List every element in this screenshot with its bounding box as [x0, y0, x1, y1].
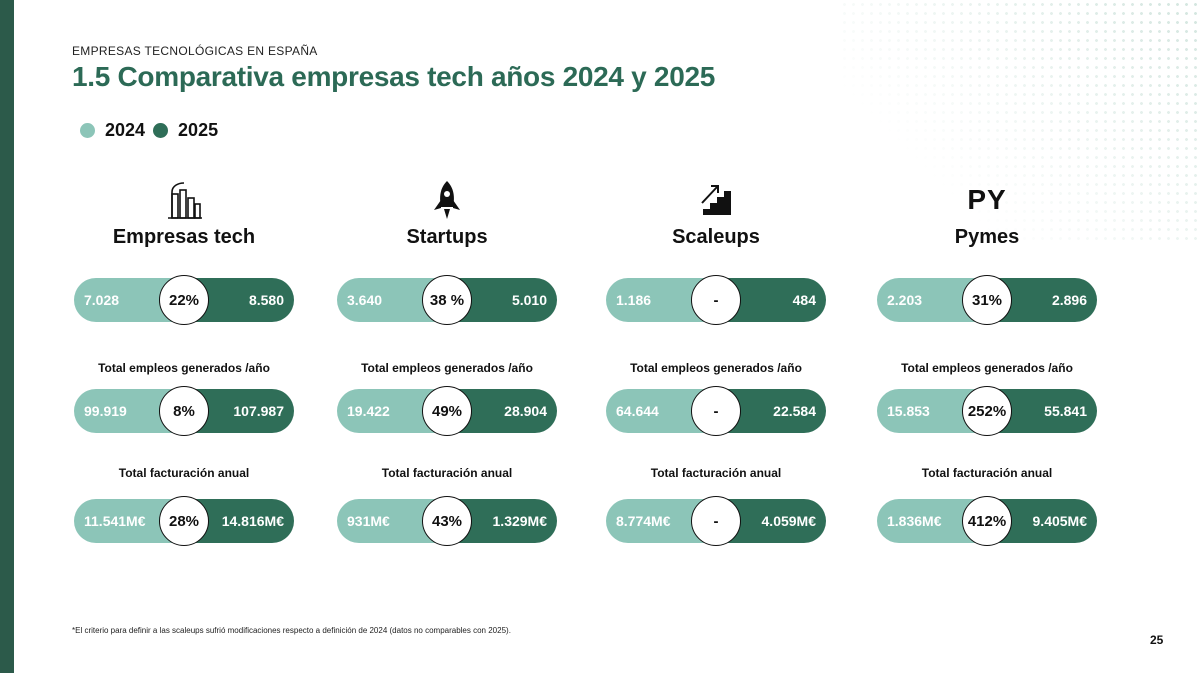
- value-2024: 15.853: [887, 403, 930, 419]
- change-badge: -: [691, 275, 741, 325]
- change-badge: 43%: [422, 496, 472, 546]
- page-title: 1.5 Comparativa empresas tech años 2024 …: [72, 61, 716, 92]
- growth-stairs-icon: [701, 185, 731, 215]
- page-number: 25: [1150, 633, 1164, 647]
- legend-dot-2025: [153, 123, 169, 138]
- value-2025: 9.405M€: [1032, 513, 1087, 529]
- change-badge: 252%: [962, 386, 1012, 436]
- buildings-icon: [168, 182, 202, 219]
- value-2025: 22.584: [773, 403, 816, 419]
- value-2025: 107.987: [233, 403, 284, 419]
- change-badge: 49%: [422, 386, 472, 436]
- decorative-dot-pattern: [840, 0, 1200, 240]
- value-2025: 14.816M€: [221, 513, 284, 529]
- change-badge: -: [691, 386, 741, 436]
- legend-dot-2024: [80, 123, 95, 138]
- section-label: EMPRESAS TECNOLÓGICAS EN ESPAÑA: [72, 44, 318, 58]
- companies-pill: 2.203 2.896 31%: [877, 275, 1097, 325]
- value-2024: 8.774M€: [616, 513, 671, 529]
- value-2024: 2.203: [887, 292, 923, 308]
- change-badge: 31%: [962, 275, 1012, 325]
- revenue-pill: 11.541M€ 14.816M€ 28%: [74, 496, 294, 546]
- column-title: Pymes: [954, 226, 1020, 248]
- legend-item-2025: 2025: [153, 120, 218, 141]
- change-badge: 412%: [962, 496, 1012, 546]
- value-2024: 3.640: [347, 292, 383, 308]
- value-2024: 19.422: [347, 403, 390, 419]
- value-2025: 8.580: [248, 292, 284, 308]
- value-2025: 4.059M€: [761, 513, 816, 529]
- companies-pill: 3.640 5.010 38 %: [337, 275, 557, 325]
- value-2025: 28.904: [504, 403, 547, 419]
- py-text-icon: PY: [967, 184, 1007, 215]
- value-2024: 931M€: [347, 513, 390, 529]
- column-title: Startups: [406, 226, 488, 248]
- revenue-pill: 931M€ 1.329M€ 43%: [337, 496, 557, 546]
- value-2024: 7.028: [84, 292, 120, 308]
- revenue-label: Total facturación anual: [921, 466, 1053, 480]
- employment-pill: 15.853 55.841 252%: [877, 386, 1097, 436]
- employment-pill: 64.644 22.584 -: [606, 386, 826, 436]
- column-title: Scaleups: [672, 226, 760, 248]
- value-2025: 1.329M€: [492, 513, 547, 529]
- legend-label-2024: 2024: [105, 120, 146, 140]
- value-2024: 99.919: [84, 403, 127, 419]
- value-2025: 484: [792, 292, 816, 308]
- revenue-pill: 8.774M€ 4.059M€ -: [606, 496, 826, 546]
- value-2024: 11.541M€: [84, 513, 146, 529]
- change-badge: -: [691, 496, 741, 546]
- column-title: Empresas tech: [112, 226, 256, 248]
- change-badge: 38 %: [422, 275, 472, 325]
- left-accent-bar: [0, 0, 14, 673]
- value-2024: 1.836M€: [887, 513, 942, 529]
- value-2025: 5.010: [511, 292, 547, 308]
- revenue-label: Total facturación anual: [381, 466, 513, 480]
- employment-pill: 19.422 28.904 49%: [337, 386, 557, 436]
- change-badge: 8%: [159, 386, 209, 436]
- employment-label: Total empleos generados /año: [901, 361, 1073, 375]
- companies-pill: 7.028 8.580 22%: [74, 275, 294, 325]
- employment-pill: 99.919 107.987 8%: [74, 386, 294, 436]
- change-badge: 28%: [159, 496, 209, 546]
- revenue-pill: 1.836M€ 9.405M€ 412%: [877, 496, 1097, 546]
- employment-label: Total empleos generados /año: [630, 361, 802, 375]
- value-2024: 64.644: [616, 403, 659, 419]
- legend-item-2024: 2024: [80, 120, 145, 141]
- revenue-label: Total facturación anual: [118, 466, 250, 480]
- value-2025: 55.841: [1044, 403, 1087, 419]
- legend-label-2025: 2025: [178, 120, 219, 140]
- employment-label: Total empleos generados /año: [361, 361, 533, 375]
- footnote: *El criterio para definir a las scaleups…: [72, 626, 511, 635]
- rocket-icon: [434, 181, 460, 219]
- companies-pill: 1.186 484 -: [606, 275, 826, 325]
- change-badge: 22%: [159, 275, 209, 325]
- employment-label: Total empleos generados /año: [98, 361, 270, 375]
- value-2024: 1.186: [616, 292, 652, 308]
- legend: 2024 2025: [80, 120, 226, 141]
- value-2025: 2.896: [1051, 292, 1087, 308]
- revenue-label: Total facturación anual: [650, 466, 782, 480]
